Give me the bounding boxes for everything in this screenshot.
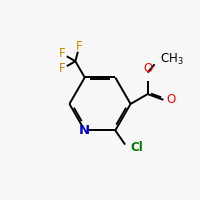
Text: CH$_3$: CH$_3$ (160, 51, 184, 67)
Text: F: F (76, 40, 82, 53)
Text: F: F (59, 47, 66, 60)
Text: Cl: Cl (131, 141, 143, 154)
Text: F: F (59, 62, 66, 75)
Text: O: O (166, 93, 176, 106)
Text: O: O (143, 62, 152, 75)
Text: N: N (79, 124, 90, 137)
